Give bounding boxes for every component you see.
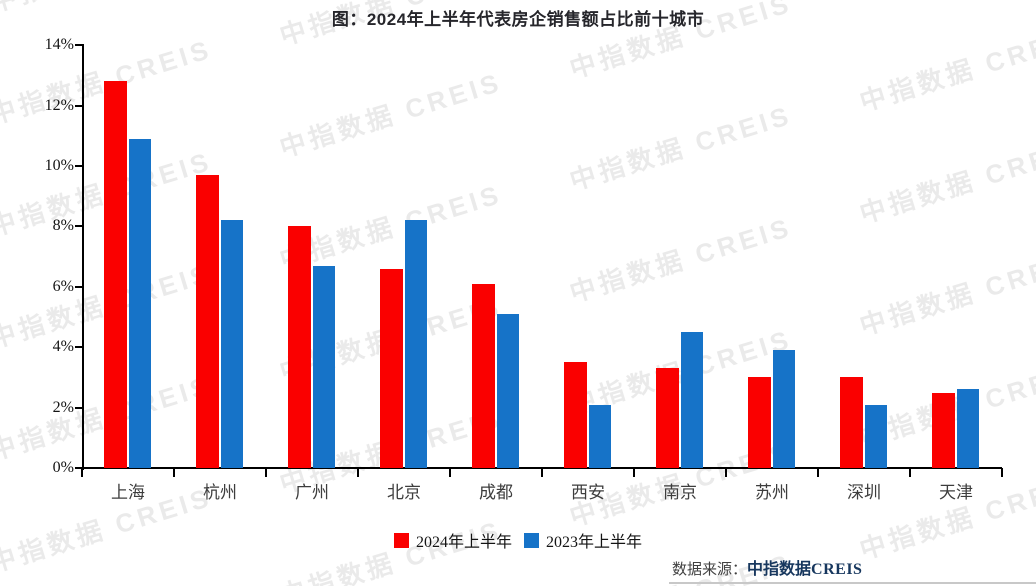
x-tick-9 — [909, 468, 911, 477]
data-source-prefix: 数据来源： — [672, 561, 748, 578]
bar-series0-cat2 — [288, 226, 311, 468]
y-tick-3 — [75, 285, 82, 288]
x-tick-8 — [817, 468, 819, 477]
y-tick-label-5: 10% — [44, 157, 74, 174]
chart-title: 图：2024年上半年代表房企销售额占比前十城市 — [331, 10, 705, 29]
bar-series0-cat1 — [196, 175, 219, 468]
y-tick-label-0: 0% — [52, 459, 74, 476]
x-tick-7 — [725, 468, 727, 477]
bottom-divider-line — [669, 582, 1036, 584]
bar-series1-cat9 — [957, 389, 979, 468]
legend-swatch-icon — [524, 532, 539, 548]
bar-series1-cat6 — [681, 332, 703, 468]
x-label-7: 苏州 — [755, 483, 789, 502]
bar-series1-cat4 — [497, 313, 519, 468]
legend-item-0: 2024年上半年 — [393, 528, 512, 552]
bar-series0-cat4 — [472, 283, 495, 468]
legend-item-1: 2023年上半年 — [524, 528, 642, 552]
x-label-8: 深圳 — [847, 483, 881, 502]
x-label-0: 上海 — [111, 483, 145, 502]
x-label-9: 天津 — [939, 483, 973, 502]
y-tick-6 — [75, 104, 82, 107]
x-tick-1 — [173, 468, 175, 477]
x-label-3: 北京 — [387, 483, 421, 502]
bar-series1-cat2 — [313, 265, 335, 468]
data-source-brand-cn: 中指数据 — [747, 561, 812, 578]
y-tick-label-2: 4% — [52, 338, 74, 356]
legend-label-0: 2024年上半年 — [415, 534, 512, 551]
y-tick-7 — [75, 44, 82, 47]
x-label-4: 成都 — [479, 483, 513, 502]
x-label-1: 杭州 — [203, 483, 237, 502]
x-tick-10 — [1001, 468, 1003, 477]
bar-series1-cat0 — [129, 138, 151, 468]
bar-series1-cat8 — [865, 404, 887, 468]
x-tick-5 — [541, 468, 543, 477]
x-tick-4 — [449, 468, 451, 477]
bar-series1-cat1 — [221, 220, 243, 468]
data-source: 数据来源： 中指数据 CREIS — [672, 555, 862, 579]
x-label-5: 西安 — [571, 483, 605, 502]
legend-swatch-icon — [393, 532, 409, 548]
bar-series0-cat9 — [932, 392, 955, 468]
bar-series0-cat5 — [564, 362, 587, 468]
y-tick-label-1: 2% — [52, 398, 74, 416]
bar-series1-cat5 — [589, 404, 611, 468]
data-source-brand-en: CREIS — [811, 561, 863, 578]
y-tick-label-7: 14% — [44, 36, 74, 54]
bar-series0-cat8 — [840, 377, 863, 468]
y-tick-5 — [75, 165, 82, 167]
y-tick-label-6: 12% — [44, 96, 74, 114]
bar-series1-cat3 — [405, 220, 427, 468]
bar-series0-cat0 — [104, 81, 127, 468]
y-tick-1 — [75, 406, 82, 409]
y-tick-2 — [75, 346, 82, 349]
legend: 2024年上半年 2023年上半年 — [0, 528, 1036, 552]
x-label-6: 南京 — [663, 483, 697, 502]
y-tick-label-4: 8% — [52, 217, 74, 235]
legend-label-1: 2023年上半年 — [546, 534, 643, 551]
y-tick-0 — [75, 467, 82, 469]
bar-series1-cat7 — [773, 350, 795, 468]
y-tick-4 — [75, 225, 82, 228]
y-tick-label-3: 6% — [52, 277, 74, 295]
x-tick-0 — [81, 468, 83, 477]
bar-series0-cat3 — [380, 268, 403, 468]
bar-series0-cat6 — [656, 368, 679, 468]
x-tick-6 — [633, 468, 635, 477]
y-axis-line — [82, 44, 84, 470]
x-label-2: 广州 — [295, 483, 329, 502]
x-tick-3 — [357, 468, 359, 477]
bar-series0-cat7 — [748, 377, 771, 468]
x-tick-2 — [265, 468, 267, 477]
